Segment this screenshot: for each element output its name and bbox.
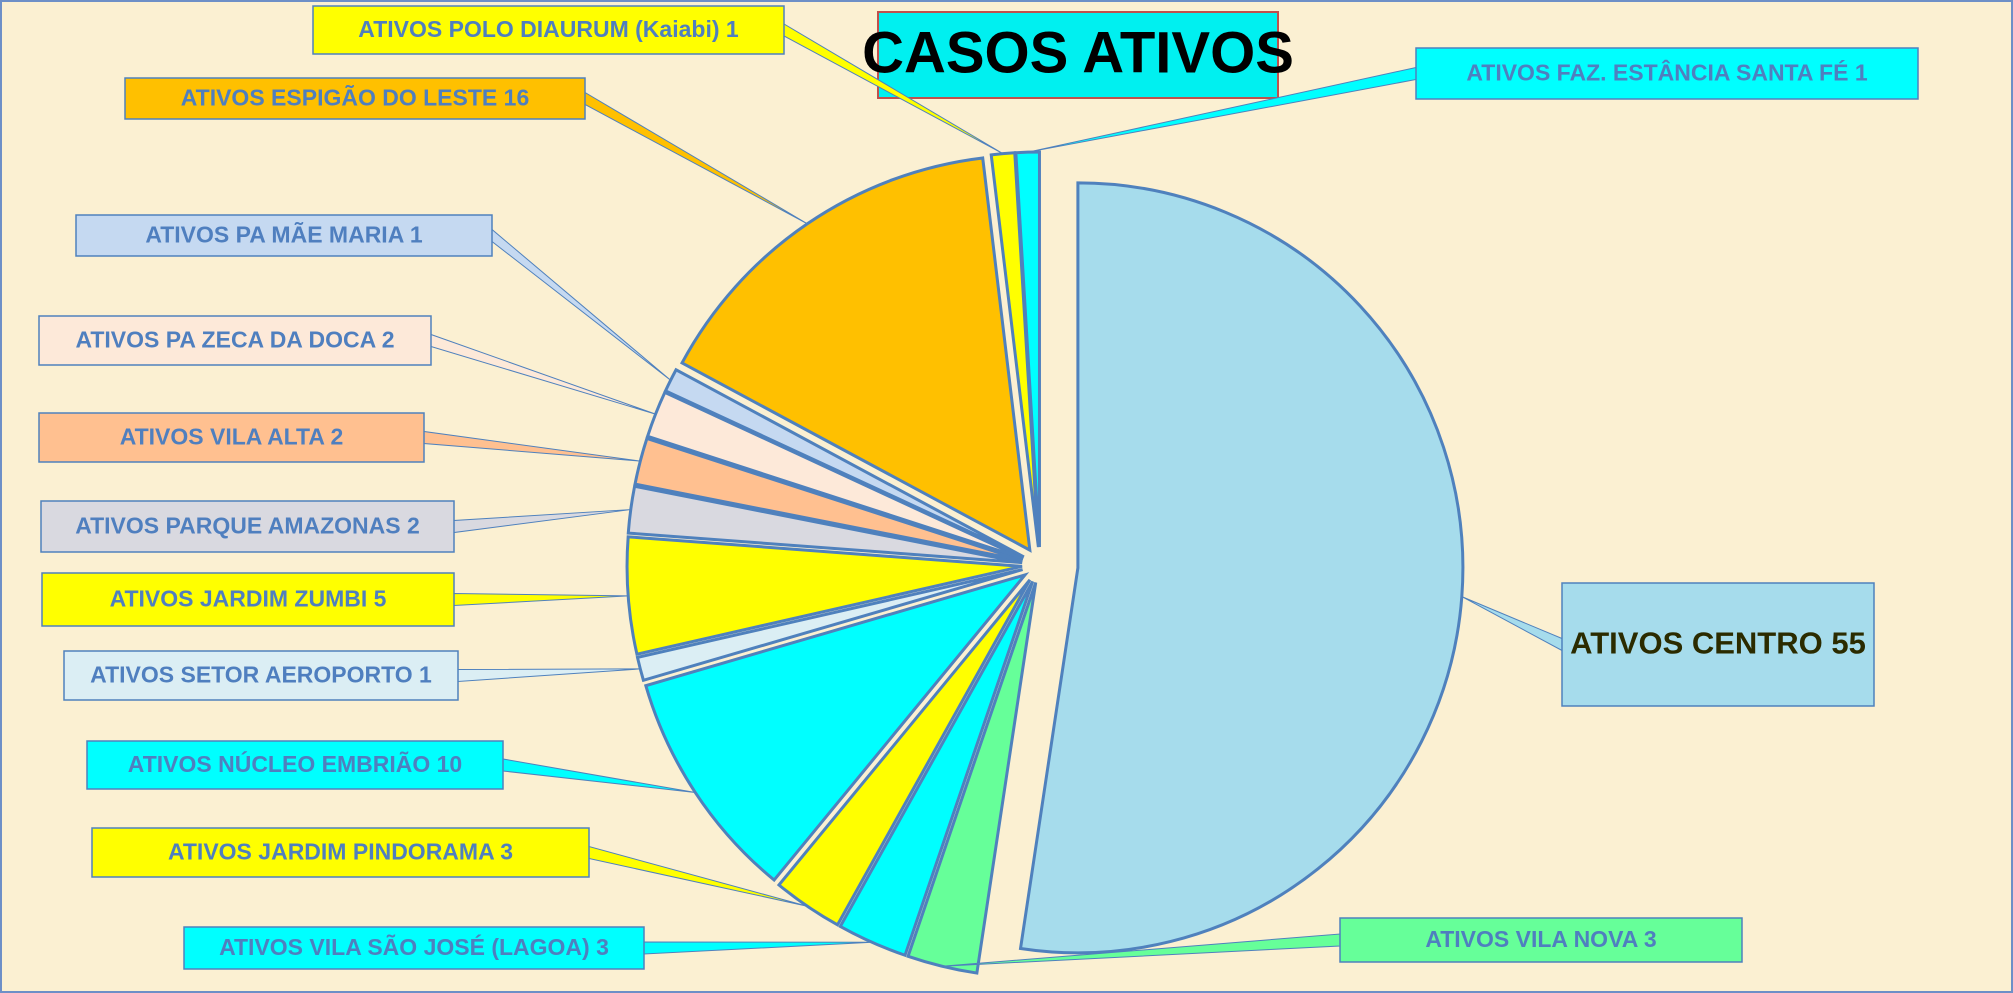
data-label: ATIVOS VILA ALTA 2 bbox=[120, 424, 344, 450]
label-box bbox=[183, 926, 645, 970]
data-label: ATIVOS VILA NOVA 3 bbox=[1425, 926, 1656, 952]
data-label: ATIVOS NÚCLEO EMBRIÃO 10 bbox=[128, 750, 462, 777]
pie-slice bbox=[643, 572, 1030, 883]
label-box bbox=[91, 827, 590, 878]
data-label: ATIVOS PA MÃE MARIA 1 bbox=[145, 221, 423, 248]
data-label: ATIVOS PARQUE AMAZONAS 2 bbox=[75, 513, 420, 539]
data-label: ATIVOS JARDIM ZUMBI 5 bbox=[110, 586, 387, 612]
data-label: ATIVOS ESPIGÃO DO LESTE 16 bbox=[181, 84, 529, 111]
pie-slice bbox=[838, 580, 1035, 958]
label-box bbox=[75, 214, 493, 257]
pie-slice bbox=[776, 578, 1032, 927]
label-box bbox=[1415, 47, 1919, 100]
pie-slice bbox=[679, 156, 1032, 553]
label-box bbox=[40, 500, 455, 553]
data-label: ATIVOS CENTRO 55 bbox=[1570, 626, 1866, 661]
label-box bbox=[41, 572, 455, 627]
label-box bbox=[86, 740, 504, 790]
label-box bbox=[312, 5, 785, 55]
label-box bbox=[38, 412, 425, 463]
label-box bbox=[124, 77, 586, 120]
title-box bbox=[877, 11, 1279, 99]
label-box bbox=[1561, 582, 1875, 707]
label-box bbox=[63, 650, 459, 701]
data-label: ATIVOS SETOR AEROPORTO 1 bbox=[90, 662, 432, 688]
data-label: ATIVOS JARDIM PINDORAMA 3 bbox=[168, 839, 513, 865]
label-box bbox=[38, 315, 432, 366]
data-label: ATIVOS FAZ. ESTÂNCIA SANTA FÉ 1 bbox=[1466, 59, 1867, 86]
label-box bbox=[1339, 917, 1743, 963]
chart-title: CASOS ATIVOS bbox=[862, 20, 1294, 85]
data-label: ATIVOS VILA SÃO JOSÉ (LAGOA) 3 bbox=[219, 933, 609, 960]
data-label: ATIVOS PA ZECA DA DOCA 2 bbox=[75, 327, 394, 353]
data-label: ATIVOS POLO DIAURUM (Kaiabi) 1 bbox=[358, 16, 739, 42]
